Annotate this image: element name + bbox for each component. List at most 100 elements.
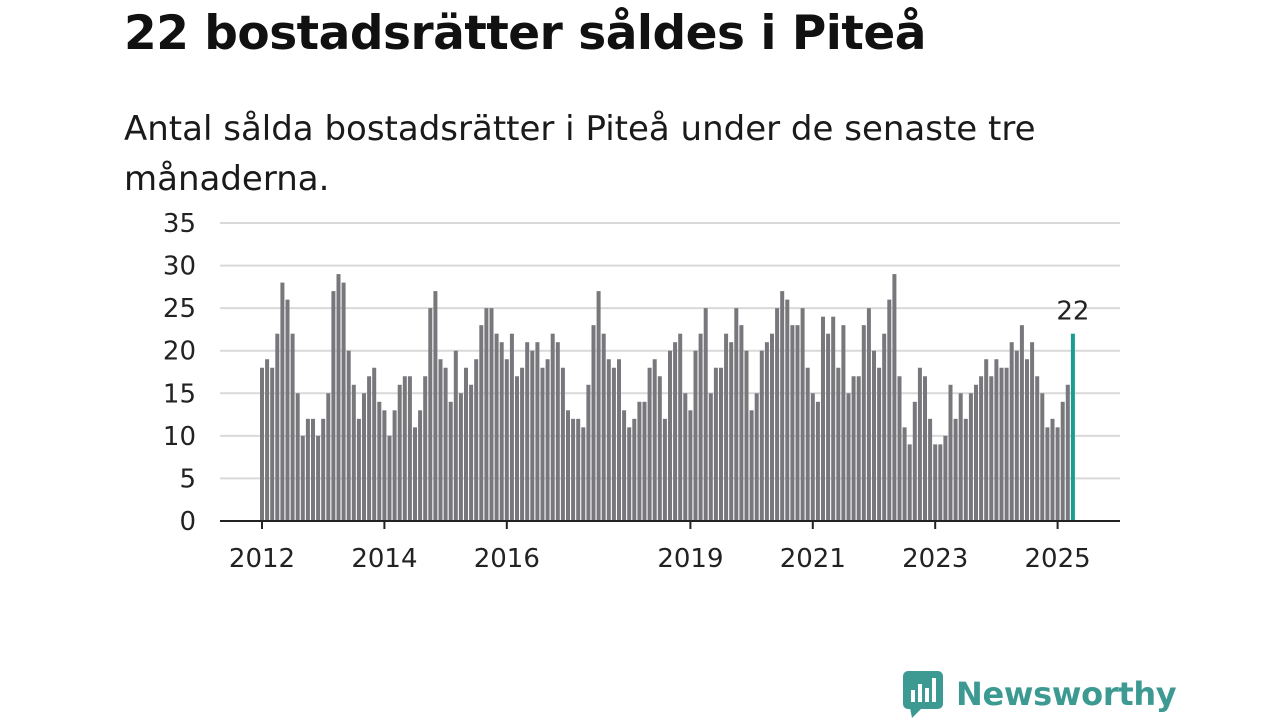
bar (356, 418, 361, 521)
chart-subtitle: Antal sålda bostadsrätter i Piteå under … (124, 109, 1036, 199)
bar (321, 418, 326, 521)
x-tick-label: 2019 (657, 544, 723, 574)
bar (775, 308, 780, 521)
bar (785, 299, 790, 521)
bar (535, 342, 540, 521)
bar (341, 282, 346, 521)
highlight-bar (1070, 333, 1075, 521)
x-tick-label: 2012 (229, 544, 295, 574)
bar (387, 435, 392, 521)
bar (560, 367, 565, 521)
bar (1014, 350, 1019, 521)
bar (566, 410, 570, 521)
bar (703, 308, 708, 521)
bars (260, 274, 1075, 521)
x-tick-label: 2021 (780, 544, 846, 574)
bar (448, 401, 453, 521)
bar (479, 325, 484, 521)
bar (866, 308, 871, 521)
bar (555, 342, 560, 521)
bar (464, 367, 468, 521)
bar (683, 393, 688, 521)
bar (311, 418, 315, 521)
chart-title: 22 bostadsrätter såldes i Piteå (124, 6, 926, 61)
bar (504, 359, 509, 521)
bar (719, 367, 723, 521)
bar (331, 291, 336, 521)
bar (729, 342, 734, 521)
bar (795, 325, 800, 521)
bar (958, 393, 963, 521)
bar (423, 376, 428, 521)
bar (397, 384, 402, 521)
y-tick-label: 10 (163, 422, 196, 452)
bar (1009, 342, 1014, 521)
bar (928, 418, 933, 521)
bar (902, 427, 907, 521)
bar (851, 376, 856, 521)
bar (1030, 342, 1035, 521)
bar (637, 401, 642, 521)
y-tick-label: 30 (163, 252, 196, 282)
bar (596, 291, 601, 521)
bar (571, 418, 576, 521)
bar (509, 333, 514, 521)
bar (433, 291, 438, 521)
bar (642, 401, 647, 521)
bar (841, 325, 846, 521)
bar (1045, 427, 1050, 521)
bar (545, 359, 550, 521)
y-tick-label: 5 (179, 464, 196, 494)
bar (831, 316, 836, 521)
y-tick-label: 15 (163, 379, 196, 409)
bar (300, 435, 305, 521)
bar (673, 342, 678, 521)
bar (632, 418, 637, 521)
bar (499, 342, 504, 521)
bar (693, 350, 698, 521)
bar (428, 308, 433, 521)
bar (917, 367, 922, 521)
bar (657, 376, 662, 521)
bar (622, 410, 627, 521)
bar (923, 376, 927, 521)
bar (367, 376, 372, 521)
bar (362, 393, 366, 521)
bar (856, 376, 861, 521)
bar (443, 367, 448, 521)
bar (1040, 393, 1045, 521)
bar (305, 418, 310, 521)
bar (668, 350, 672, 521)
bar (815, 401, 820, 521)
bar (402, 376, 407, 521)
bar (678, 333, 683, 521)
bar (617, 359, 621, 521)
bar (764, 342, 769, 521)
x-tick-label: 2023 (902, 544, 968, 574)
x-tick-label: 2016 (474, 544, 540, 574)
bar (336, 274, 341, 521)
bar (474, 359, 479, 521)
bar (882, 333, 887, 521)
bar (295, 393, 300, 521)
bar (897, 376, 902, 521)
bar (265, 359, 270, 521)
bar (260, 367, 264, 521)
bar (770, 333, 774, 521)
bar (392, 410, 397, 521)
bar (780, 291, 785, 521)
bar (601, 333, 606, 521)
bar (1019, 325, 1024, 521)
bar (438, 359, 443, 521)
bar (999, 367, 1004, 521)
bar (484, 308, 489, 521)
highlight-value-label: 22 (1056, 297, 1089, 327)
bar (647, 367, 652, 521)
bar (382, 410, 387, 521)
bar (494, 333, 499, 521)
bar (1050, 418, 1055, 521)
bar (948, 384, 953, 521)
bar (489, 308, 494, 521)
